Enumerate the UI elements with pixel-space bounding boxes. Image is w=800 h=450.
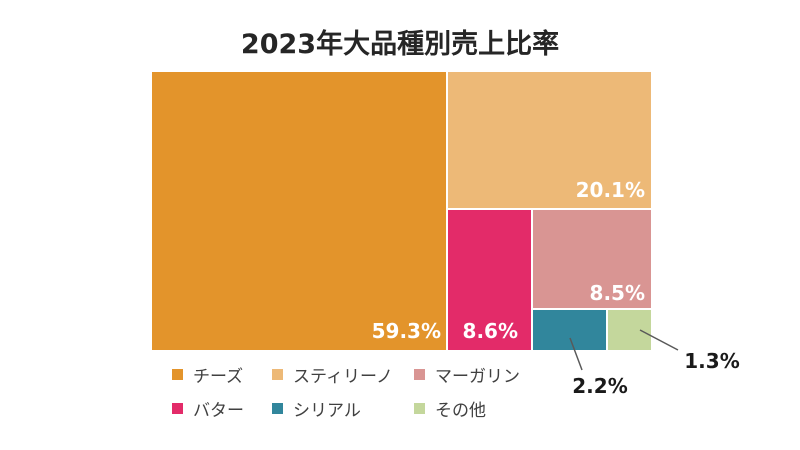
legend-swatch-cereal [272,403,283,414]
legend-swatch-butter [172,403,183,414]
chart-title: 2023年大品種別売上比率 [240,29,560,60]
legend-label-cereal: シリアル [293,401,361,421]
legend-item-margarine: マーガリン [414,362,520,387]
tile-cheese [152,72,446,350]
legend-item-other: その他 [414,396,486,421]
data-label-cheese: 59.3% [372,319,441,343]
legend-label-butter: バター [193,401,244,421]
leader-line-cereal [569,337,583,371]
data-label-margarine: 8.5% [590,281,645,305]
tile-butter [448,210,531,350]
legend-item-cheese: チーズ [172,362,243,387]
tile-margarine [533,210,651,308]
data-label-stick: 20.1% [576,178,645,202]
legend-label-stick: スティリーノ [293,367,393,387]
legend-swatch-cheese [172,369,183,380]
tile-stick [448,72,651,208]
leader-line-other [639,329,679,351]
tile-cereal [533,310,606,350]
legend-item-stick: スティリーノ [272,362,393,387]
legend-swatch-stick [272,369,283,380]
legend-item-butter: バター [172,396,244,421]
legend-label-other: その他 [435,401,486,421]
data-label-butter: 8.6% [463,319,518,343]
legend-item-cereal: シリアル [272,396,361,421]
data-label-other: 1.3% [684,349,739,373]
legend-swatch-other [414,403,425,414]
tile-other [608,310,651,350]
legend-swatch-margarine [414,369,425,380]
legend-label-margarine: マーガリン [435,367,520,387]
legend-label-cheese: チーズ [193,367,244,387]
data-label-cereal: 2.2% [572,374,627,398]
